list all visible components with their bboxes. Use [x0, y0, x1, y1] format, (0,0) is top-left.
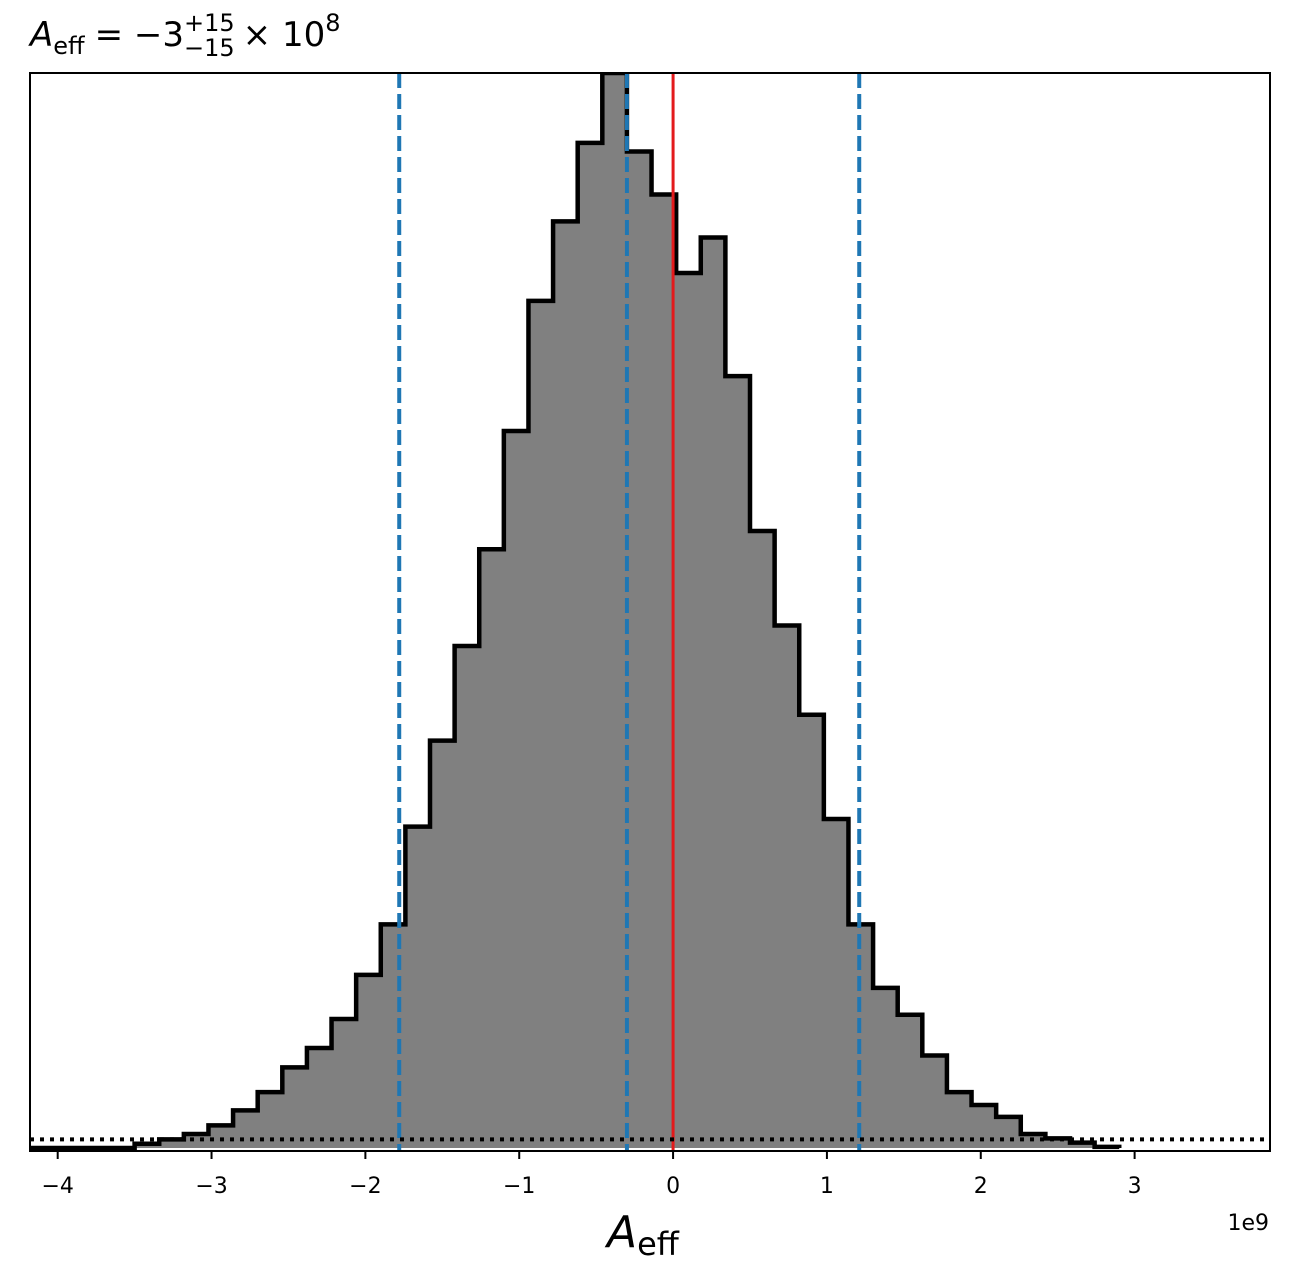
- x-tick-label: 2: [974, 1174, 988, 1199]
- x-tick-label: −1: [503, 1174, 535, 1199]
- x-tick-label: 3: [1128, 1174, 1142, 1199]
- x-tick-label: 1: [820, 1174, 834, 1199]
- plot-area: [30, 73, 1270, 1151]
- histogram-outline: [30, 73, 1122, 1151]
- x-tick-label: −4: [41, 1174, 73, 1199]
- x-tick-label: 0: [666, 1174, 680, 1199]
- chart-title: Aeff = −3+15 −15 × 108: [28, 9, 341, 62]
- histogram-fill: [30, 73, 1120, 1148]
- x-axis-ticks: −4 −3 −2 −1 0 1 2 3: [41, 1151, 1142, 1199]
- x-tick-label: −2: [349, 1174, 381, 1199]
- axes-frame: [29, 72, 1271, 1152]
- x-axis-offset-text: 1e9: [1227, 1211, 1269, 1236]
- x-tick-label: −3: [195, 1174, 227, 1199]
- reference-lines: [397, 73, 862, 1151]
- x-axis-label: Aeff: [604, 1207, 680, 1263]
